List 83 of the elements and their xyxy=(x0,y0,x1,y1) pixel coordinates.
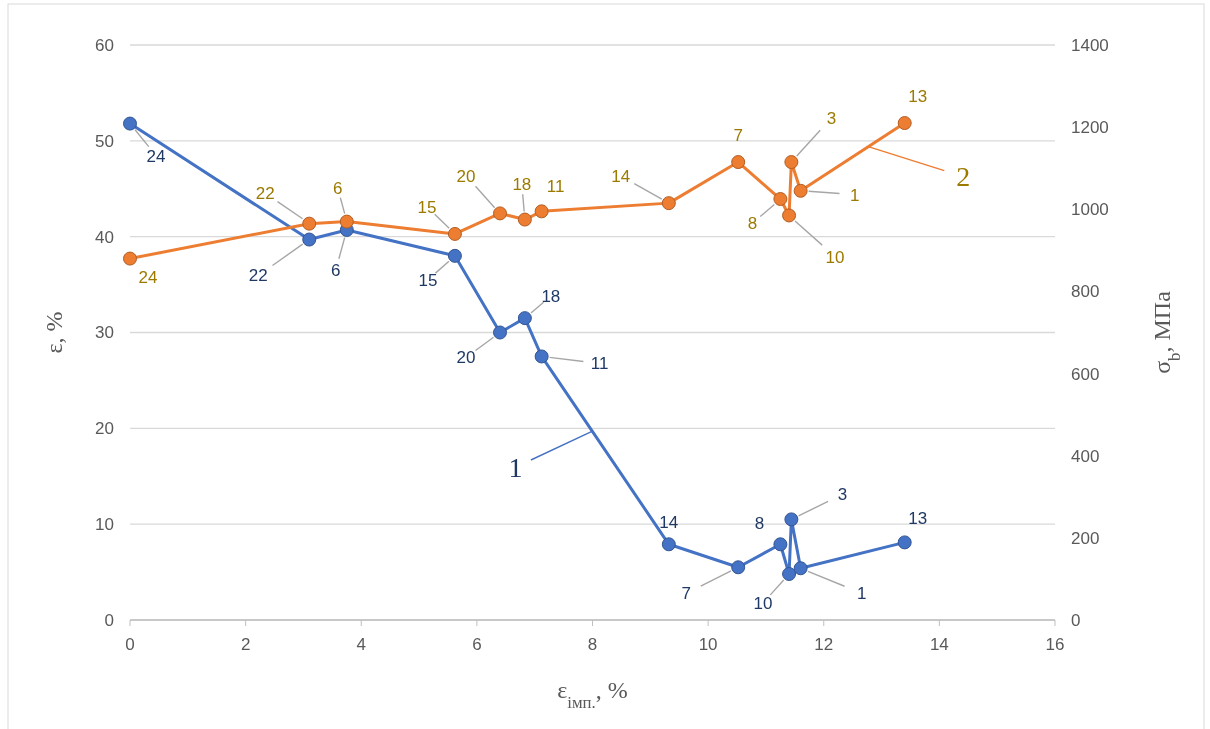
y2-tick-label: 1000 xyxy=(1071,200,1109,220)
point xyxy=(339,214,354,229)
annotation: 10 xyxy=(825,247,845,267)
point xyxy=(773,537,788,552)
annotation: 20 xyxy=(456,166,476,186)
annotation: 8 xyxy=(754,514,765,534)
y2-tick-label: 800 xyxy=(1071,282,1100,302)
y-tick-label: 20 xyxy=(95,419,114,439)
point xyxy=(123,116,137,131)
point xyxy=(447,248,462,263)
point xyxy=(447,226,462,241)
point xyxy=(784,512,799,527)
annotation: 10 xyxy=(753,593,773,613)
point xyxy=(793,561,808,576)
point xyxy=(897,116,912,131)
annotation: 18 xyxy=(541,287,561,307)
point xyxy=(661,196,676,211)
point xyxy=(793,183,808,198)
point xyxy=(517,212,532,227)
annotation: 15 xyxy=(417,197,437,217)
annotation: 22 xyxy=(255,184,275,204)
annotation: 7 xyxy=(733,125,743,145)
x-tick-label: 8 xyxy=(587,635,598,654)
y-tick-label: 40 xyxy=(95,227,114,247)
x-tick-label: 0 xyxy=(125,635,135,654)
annotation: 1 xyxy=(856,584,867,604)
annotation: 14 xyxy=(611,167,631,187)
point xyxy=(731,560,746,575)
point xyxy=(897,535,912,550)
annotation: 24 xyxy=(146,146,166,166)
x-tick-label: 4 xyxy=(356,635,366,654)
point xyxy=(773,192,788,207)
annotation: 7 xyxy=(681,584,691,604)
annotation: 3 xyxy=(837,485,848,505)
annotation: 1 xyxy=(508,452,523,484)
x-tick-label: 16 xyxy=(1045,635,1065,654)
point xyxy=(782,208,797,223)
y-tick-label: 10 xyxy=(95,515,114,535)
point xyxy=(493,206,507,221)
y-tick-label: 30 xyxy=(95,323,114,343)
annotation: 22 xyxy=(248,266,268,286)
point xyxy=(661,537,676,552)
point xyxy=(534,349,549,364)
point xyxy=(782,567,797,581)
point xyxy=(302,216,317,231)
y-tick-label: 60 xyxy=(95,35,114,55)
annotation: 14 xyxy=(659,513,679,533)
annotation: 8 xyxy=(747,214,758,234)
annotation: 18 xyxy=(512,175,532,195)
annotation: 3 xyxy=(826,108,837,128)
annotation: 2 xyxy=(956,161,971,193)
y2-tick-label: 400 xyxy=(1071,446,1100,466)
point xyxy=(731,155,746,170)
point xyxy=(123,251,137,266)
point xyxy=(517,311,532,326)
point xyxy=(493,325,507,340)
y-tick-label: 50 xyxy=(95,131,114,151)
y2-tick-label: 1400 xyxy=(1071,35,1109,55)
point xyxy=(302,232,317,247)
y2-tick-label: 600 xyxy=(1071,364,1100,384)
y-axis-title: ε, % xyxy=(41,311,67,354)
point xyxy=(784,155,799,170)
annotation: 13 xyxy=(908,509,928,529)
annotation: 20 xyxy=(456,348,476,368)
x-tick-label: 12 xyxy=(814,635,834,654)
annotation: 13 xyxy=(908,86,928,106)
annotation: 1 xyxy=(849,185,860,205)
x-tick-label: 2 xyxy=(240,635,251,654)
y2-tick-label: 200 xyxy=(1071,528,1100,548)
annotation: 11 xyxy=(590,354,609,374)
x-tick-label: 14 xyxy=(929,635,949,654)
y2-tick-label: 1200 xyxy=(1071,118,1109,138)
annotation: 11 xyxy=(546,176,565,196)
y-tick-label: 0 xyxy=(104,610,114,630)
x-axis-title: ε$_{імп.}$, % xyxy=(557,677,628,712)
x-tick-label: 10 xyxy=(698,635,718,654)
annotation: 15 xyxy=(418,270,438,290)
point xyxy=(534,204,549,219)
annotation: 6 xyxy=(331,260,341,280)
y2-tick-label: 0 xyxy=(1071,610,1081,630)
x-tick-label: 6 xyxy=(472,635,482,654)
annotation: 24 xyxy=(138,267,158,287)
annotation: 6 xyxy=(333,179,343,199)
